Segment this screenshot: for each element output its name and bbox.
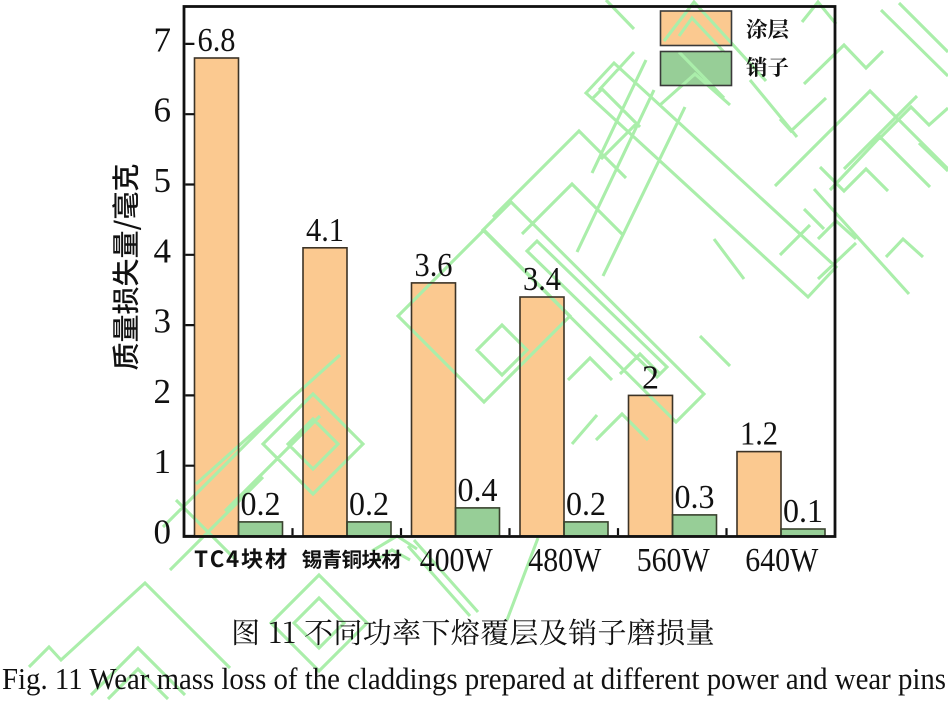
svg-text:0.2: 0.2	[566, 486, 606, 523]
svg-text:6: 6	[154, 91, 172, 130]
svg-text:3.6: 3.6	[415, 247, 453, 284]
svg-text:640W: 640W	[745, 542, 819, 579]
svg-text:0.4: 0.4	[458, 472, 498, 509]
svg-text:4.1: 4.1	[306, 212, 344, 249]
svg-text:6.8: 6.8	[198, 22, 236, 59]
svg-text:0: 0	[154, 513, 172, 552]
svg-text:2: 2	[642, 359, 659, 396]
svg-text:2: 2	[154, 372, 172, 411]
svg-text:3: 3	[154, 302, 172, 341]
svg-text:1.2: 1.2	[740, 416, 778, 453]
svg-text:0.2: 0.2	[241, 486, 281, 523]
svg-text:560W: 560W	[637, 542, 711, 579]
svg-text:5: 5	[154, 161, 172, 200]
svg-text:7: 7	[154, 20, 172, 59]
svg-text:0.3: 0.3	[675, 479, 715, 516]
svg-text:480W: 480W	[528, 542, 602, 579]
svg-text:3.4: 3.4	[523, 261, 561, 298]
svg-text:0.2: 0.2	[349, 486, 389, 523]
svg-text:Fig. 11 Wear mass loss of the: Fig. 11 Wear mass loss of the claddings …	[2, 661, 946, 696]
svg-text:1: 1	[154, 442, 172, 481]
svg-text:4: 4	[154, 231, 172, 270]
svg-text:400W: 400W	[420, 542, 494, 579]
svg-text:0.1: 0.1	[783, 493, 823, 530]
